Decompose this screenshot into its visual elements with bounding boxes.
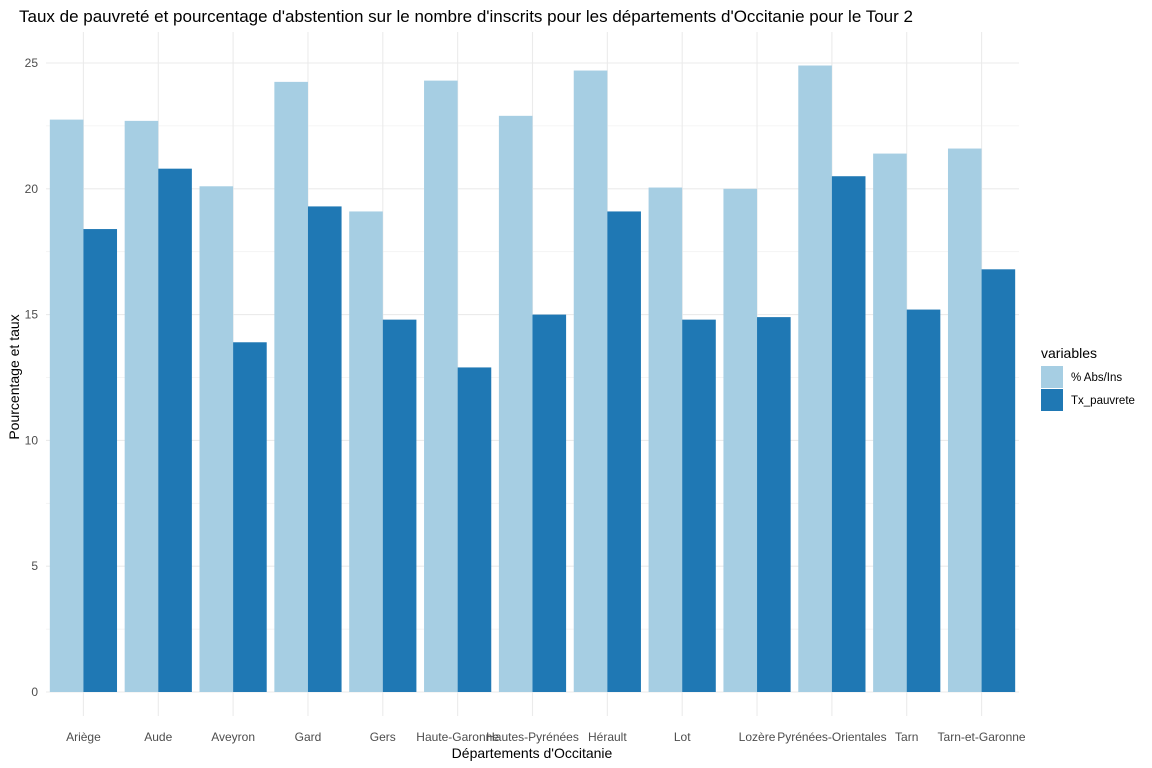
y-tick-label: 10	[25, 433, 39, 447]
x-tick-label: Tarn	[895, 730, 918, 744]
bar-abs-ins	[723, 188, 758, 693]
bar-abs-ins	[199, 186, 234, 692]
bar-tx-pauvrete	[158, 168, 192, 692]
bar-abs-ins	[873, 153, 907, 693]
bar-tx-pauvrete	[382, 319, 417, 692]
x-tick-label: Gers	[370, 730, 396, 744]
bar-tx-pauvrete	[757, 317, 791, 692]
bar-tx-pauvrete	[457, 367, 492, 692]
x-tick-label: Aude	[144, 730, 172, 744]
x-tick-label: Aveyron	[211, 730, 255, 744]
bar-abs-ins	[947, 148, 982, 692]
chart-title: Taux de pauvreté et pourcentage d'absten…	[19, 7, 913, 26]
bar-tx-pauvrete	[682, 319, 716, 692]
bar-abs-ins	[124, 120, 159, 693]
x-tick-label: Hautes-Pyrénées	[486, 730, 579, 744]
bar-tx-pauvrete	[233, 342, 267, 692]
bar-tx-pauvrete	[906, 309, 941, 692]
legend: variables % Abs/Ins Tx_pauvrete	[1041, 345, 1135, 411]
x-tick-label: Gard	[295, 730, 322, 744]
bar-abs-ins	[798, 65, 832, 693]
bar-tx-pauvrete	[307, 206, 342, 693]
x-tick-label: Ariège	[66, 730, 101, 744]
legend-key-tx-pauvrete	[1041, 389, 1063, 411]
bar-tx-pauvrete	[981, 269, 1016, 692]
x-tick-label: Haute-Garonne	[416, 730, 499, 744]
x-tick-label: Lozère	[739, 730, 776, 744]
x-tick-label: Hérault	[588, 730, 627, 744]
x-tick-label: Tarn-et-Garonne	[938, 730, 1026, 744]
bar-abs-ins	[49, 119, 84, 693]
x-axis-title: Départements d'Occitanie	[452, 745, 613, 761]
y-tick-label: 25	[25, 56, 39, 70]
bar-tx-pauvrete	[83, 229, 118, 692]
x-tick-label: Pyrénées-Orientales	[777, 730, 886, 744]
bar-tx-pauvrete	[607, 211, 641, 692]
bar-abs-ins	[573, 70, 608, 693]
bar-abs-ins	[424, 80, 458, 692]
y-axis-title: Pourcentage et taux	[6, 314, 22, 439]
bar-abs-ins	[349, 211, 383, 692]
y-tick-label: 20	[25, 182, 39, 196]
y-tick-label: 5	[31, 559, 38, 573]
legend-title: variables	[1041, 345, 1097, 361]
x-tick-label: Lot	[674, 730, 691, 744]
legend-key-abs-ins	[1041, 366, 1063, 388]
y-axis-ticks: 0 5 10 15 20 25	[25, 56, 39, 699]
bar-abs-ins	[648, 187, 683, 693]
y-tick-label: 15	[25, 308, 39, 322]
legend-label: Tx_pauvrete	[1071, 395, 1135, 407]
bar-tx-pauvrete	[532, 314, 567, 692]
bars	[49, 65, 1016, 693]
x-axis-ticks: Ariège Aude Aveyron Gard Gers Haute-GaronneHa…	[66, 730, 1026, 744]
bar-tx-pauvrete	[831, 176, 866, 693]
y-tick-label: 0	[31, 685, 38, 699]
legend-label: % Abs/Ins	[1071, 372, 1122, 384]
bar-abs-ins	[274, 81, 308, 693]
bar-abs-ins	[498, 115, 533, 692]
